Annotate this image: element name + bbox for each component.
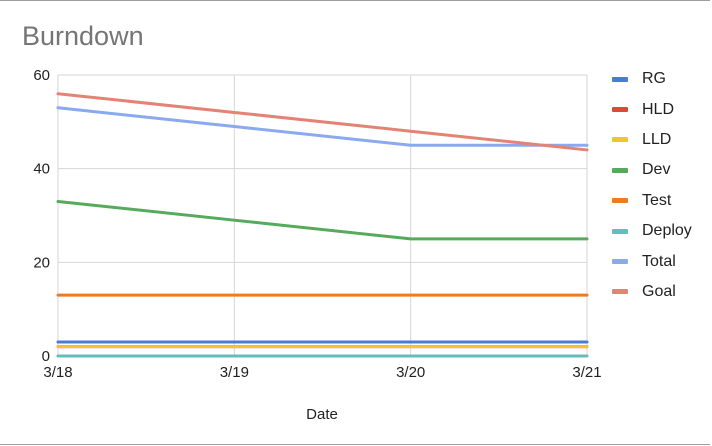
- legend-swatch: [612, 198, 628, 204]
- legend-swatch: [612, 228, 628, 234]
- y-tick-label: 60: [33, 67, 50, 84]
- legend-label: Goal: [642, 282, 676, 300]
- x-tick-label: 3/19: [220, 364, 249, 381]
- legend-label: Deploy: [642, 222, 692, 240]
- series-lines: [56, 92, 589, 358]
- chart-title: Burndown: [22, 21, 144, 51]
- legend-item-test: Test: [612, 186, 692, 216]
- legend-label: HLD: [642, 100, 675, 118]
- x-tick-label: 3/18: [43, 364, 72, 381]
- legend-label: RG: [642, 70, 666, 88]
- legend-swatch: [612, 289, 628, 295]
- series-line-total: [56, 106, 589, 147]
- legend-swatch: [612, 259, 628, 265]
- x-tick-labels: 3/18 3/19 3/20 3/21: [43, 364, 601, 381]
- legend-item-rg: RG: [612, 64, 692, 94]
- legend-label: LLD: [642, 130, 672, 148]
- legend-label: Dev: [642, 161, 671, 179]
- legend-swatch: [612, 107, 628, 113]
- legend-swatch: [612, 167, 628, 173]
- legend-label: Test: [642, 191, 672, 209]
- series-line-dev: [56, 199, 589, 241]
- y-tick-label: 20: [33, 254, 50, 271]
- legend: RG HLD LLD Dev Test Deploy Total Goal: [612, 64, 692, 307]
- legend-label: Total: [642, 252, 676, 270]
- legend-item-goal: Goal: [612, 277, 692, 307]
- legend-item-hld: HLD: [612, 94, 692, 124]
- legend-item-dev: Dev: [612, 155, 692, 185]
- legend-item-deploy: Deploy: [612, 216, 692, 246]
- y-tick-label: 40: [33, 161, 50, 178]
- legend-item-total: Total: [612, 246, 692, 276]
- legend-item-lld: LLD: [612, 125, 692, 155]
- x-tick-label: 3/20: [396, 364, 425, 381]
- legend-swatch: [612, 137, 628, 143]
- x-tick-label: 3/21: [572, 364, 601, 381]
- y-tick-labels: 0 20 40 60: [33, 67, 50, 365]
- legend-swatch: [612, 76, 628, 82]
- x-axis-title: Date: [306, 406, 338, 423]
- series-line-goal: [56, 92, 589, 152]
- y-tick-label: 0: [42, 348, 50, 365]
